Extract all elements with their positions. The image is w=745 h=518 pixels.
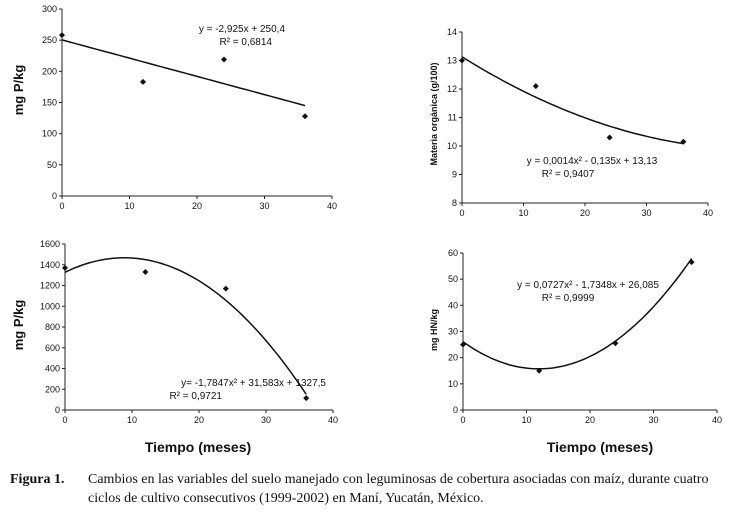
y-tick-label: 11 — [448, 113, 457, 123]
data-point — [303, 395, 310, 402]
figure-panels: mg P/kg y = -2,925x + 250,4 R² = 0,6814 … — [11, 4, 722, 455]
y-axis-label: mg P/kg — [11, 300, 26, 351]
data-point — [606, 134, 613, 141]
y-tick-label: 60 — [448, 248, 458, 258]
y-tick-label: 250 — [42, 35, 57, 45]
x-tick-label: 40 — [328, 415, 338, 425]
trend-line — [64, 257, 307, 395]
y-tick-label: 800 — [45, 322, 60, 332]
x-tick-label: 0 — [62, 415, 67, 425]
x-tick-label: 10 — [124, 201, 134, 211]
x-tick-label: 30 — [641, 208, 651, 218]
data-point — [302, 113, 308, 120]
y-tick-label: 600 — [45, 343, 60, 353]
r-squared-label: R² = 0,6814 — [219, 37, 272, 48]
data-point — [222, 285, 229, 292]
y-tick-label: 100 — [42, 129, 57, 139]
chart-panel-2: Materia orgánica (g/100) y = 0,0014x² - … — [429, 27, 713, 218]
x-tick-label: 30 — [261, 415, 271, 425]
data-point — [680, 138, 687, 145]
y-tick-label: 20 — [448, 353, 458, 363]
r-squared-label: R² = 0,9999 — [542, 293, 595, 304]
y-tick-label: 50 — [47, 160, 57, 170]
x-tick-label: 20 — [585, 415, 595, 425]
y-tick-label: 1000 — [40, 301, 60, 311]
data-point — [62, 264, 68, 271]
x-tick-label: 30 — [648, 415, 658, 425]
data-point — [460, 341, 466, 348]
chart-panel-4: mg HN/kg y = 0,0727x² - 1,7348x + 26,085… — [429, 248, 722, 455]
y-tick-label: 12 — [447, 84, 457, 94]
y-axis-label: mg HN/kg — [429, 309, 439, 351]
data-point — [612, 340, 619, 347]
caption-label: Figura 1. — [10, 472, 65, 487]
x-tick-label: 40 — [703, 208, 713, 218]
x-axis-label: Tiempo (meses) — [547, 439, 653, 455]
x-tick-label: 20 — [580, 208, 590, 218]
y-tick-label: 10 — [447, 141, 457, 151]
y-tick-label: 14 — [447, 27, 457, 37]
r-squared-label: R² = 0,9407 — [542, 169, 595, 180]
y-tick-label: 10 — [448, 379, 458, 389]
y-axis-label: Materia orgánica (g/100) — [429, 62, 439, 165]
trend-equation: y = 0,0014x² - 0,135x + 13,13 — [527, 156, 658, 167]
x-tick-label: 40 — [327, 201, 337, 211]
data-point — [459, 57, 465, 64]
data-point — [142, 269, 149, 276]
trend-line — [461, 56, 684, 145]
data-point — [532, 83, 539, 90]
y-tick-label: 30 — [448, 327, 458, 337]
y-tick-label: 300 — [42, 4, 57, 14]
x-tick-label: 0 — [459, 208, 464, 218]
y-tick-label: 0 — [453, 405, 458, 415]
x-tick-label: 20 — [192, 201, 202, 211]
r-squared-label: R² = 0,9721 — [169, 391, 222, 402]
x-axis-label: Tiempo (meses) — [145, 439, 251, 455]
figure-caption: Figura 1. Cambios en las variables del s… — [10, 470, 738, 508]
chart-panel-3: mg P/kg y= -1,7847x² + 31,583x + 1327,5 … — [11, 239, 338, 455]
data-point — [59, 32, 65, 39]
y-tick-label: 1600 — [40, 239, 60, 249]
y-tick-label: 0 — [55, 405, 60, 415]
y-tick-label: 8 — [452, 198, 457, 208]
y-axis-label: mg P/kg — [11, 65, 26, 116]
y-tick-label: 200 — [42, 66, 57, 76]
trend-equation: y= -1,7847x² + 31,583x + 1327,5 — [181, 378, 326, 389]
chart-panel-1: mg P/kg y = -2,925x + 250,4 R² = 0,6814 … — [11, 4, 337, 211]
x-tick-label: 30 — [259, 201, 269, 211]
y-tick-label: 200 — [45, 384, 60, 394]
x-tick-label: 0 — [460, 415, 465, 425]
data-point — [536, 367, 543, 374]
x-tick-label: 10 — [518, 208, 528, 218]
data-point — [221, 56, 227, 63]
trend-equation: y = 0,0727x² - 1,7348x + 26,085 — [517, 280, 659, 291]
trend-line — [462, 258, 693, 370]
caption-text: Cambios en las variables del suelo manej… — [88, 472, 709, 506]
x-tick-label: 10 — [127, 415, 137, 425]
y-tick-label: 0 — [52, 191, 57, 201]
x-tick-label: 20 — [194, 415, 204, 425]
x-tick-label: 40 — [712, 415, 722, 425]
x-tick-label: 0 — [59, 201, 64, 211]
y-tick-label: 400 — [45, 364, 60, 374]
y-tick-label: 13 — [447, 56, 457, 66]
y-tick-label: 150 — [42, 98, 57, 108]
data-point — [140, 78, 146, 85]
y-tick-label: 1200 — [40, 281, 60, 291]
trend-line — [61, 39, 306, 107]
x-tick-label: 10 — [521, 415, 531, 425]
data-point — [688, 259, 695, 266]
y-tick-label: 50 — [448, 274, 458, 284]
y-tick-label: 1400 — [40, 260, 60, 270]
trend-equation: y = -2,925x + 250,4 — [199, 24, 286, 35]
y-tick-label: 9 — [452, 170, 457, 180]
y-tick-label: 40 — [448, 300, 458, 310]
